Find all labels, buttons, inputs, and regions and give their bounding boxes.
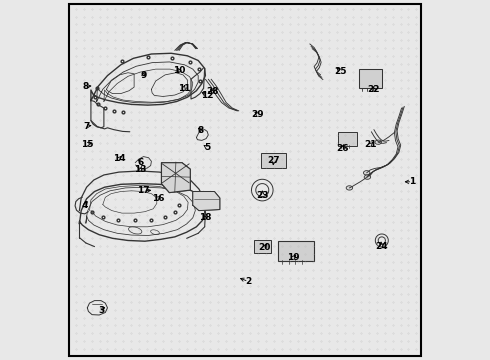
Text: 21: 21 [364, 140, 376, 149]
Text: 11: 11 [177, 84, 190, 93]
Text: 23: 23 [256, 191, 269, 199]
FancyBboxPatch shape [359, 69, 382, 88]
Text: 13: 13 [134, 165, 147, 174]
Text: 12: 12 [201, 91, 214, 100]
Text: 24: 24 [375, 242, 388, 251]
Ellipse shape [364, 171, 370, 175]
Text: 5: 5 [204, 143, 210, 152]
Text: 26: 26 [336, 144, 348, 153]
Text: 25: 25 [334, 67, 346, 76]
Text: 2: 2 [245, 277, 252, 286]
Ellipse shape [375, 140, 381, 144]
Polygon shape [193, 192, 220, 211]
FancyBboxPatch shape [338, 132, 357, 146]
Text: 18: 18 [199, 213, 212, 222]
Text: 14: 14 [113, 154, 125, 163]
Ellipse shape [346, 186, 353, 190]
Text: 10: 10 [173, 66, 186, 76]
Text: 9: 9 [140, 71, 147, 80]
Text: 8: 8 [83, 82, 89, 91]
Text: 27: 27 [268, 156, 280, 165]
Text: 17: 17 [137, 186, 150, 195]
Text: 7: 7 [83, 122, 90, 131]
Text: 20: 20 [259, 243, 271, 252]
Text: 6: 6 [138, 158, 144, 166]
Text: 3: 3 [98, 306, 104, 315]
Text: 4: 4 [82, 201, 88, 210]
FancyBboxPatch shape [254, 240, 271, 253]
Text: 16: 16 [151, 194, 164, 202]
Polygon shape [162, 163, 190, 193]
Text: 28: 28 [206, 87, 219, 96]
Text: 8: 8 [198, 126, 204, 135]
Text: 22: 22 [368, 85, 380, 94]
Text: 1: 1 [409, 177, 416, 186]
FancyBboxPatch shape [261, 153, 286, 168]
Text: 29: 29 [251, 110, 264, 119]
Text: 19: 19 [287, 253, 300, 262]
Ellipse shape [364, 175, 370, 179]
FancyBboxPatch shape [278, 241, 314, 261]
Text: 15: 15 [81, 140, 94, 149]
